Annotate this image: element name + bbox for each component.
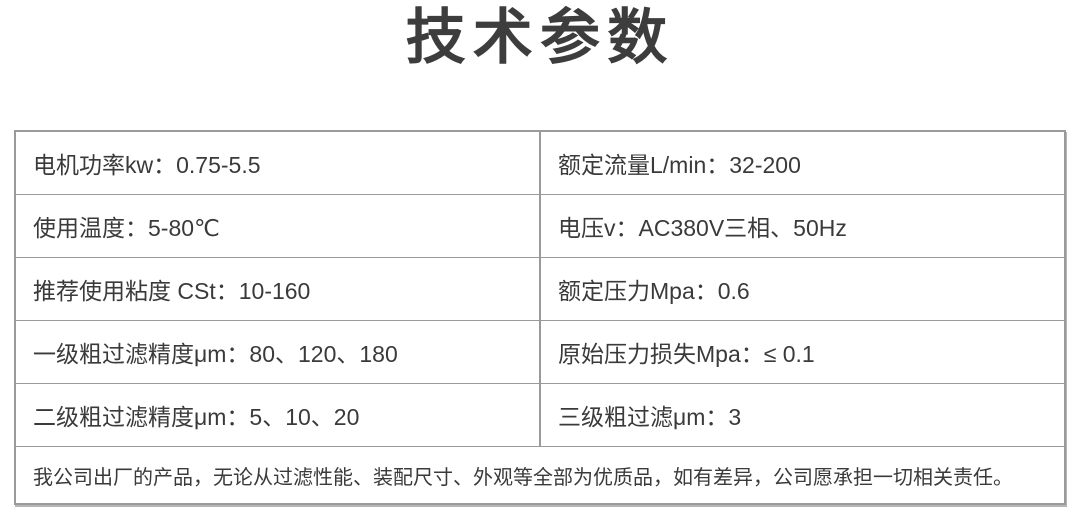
spec-cell-tertiary-filtration: 三级粗过滤μm：3 xyxy=(558,404,742,430)
spec-cell-motor-power: 电机功率kw：0.75-5.5 xyxy=(16,132,541,194)
spec-cell-primary-filtration: 一级粗过滤精度μm：80、120、180 xyxy=(16,321,541,383)
page-title: 技术参数 xyxy=(405,4,675,71)
table-row: 使用温度：5-80℃ 电压v：AC380V三相、50Hz xyxy=(16,195,1064,258)
spec-cell-secondary-filtration: 二级粗过滤精度μm：5、10、20 xyxy=(16,384,541,446)
spec-cell-operating-temperature: 使用温度：5-80℃ xyxy=(16,195,541,257)
spec-table: 电机功率kw：0.75-5.5 额定流量L/min：32-200 使用温度：5-… xyxy=(14,130,1066,505)
table-row: 电机功率kw：0.75-5.5 额定流量L/min：32-200 xyxy=(16,132,1064,195)
table-row: 推荐使用粘度 CSt：10-160 额定压力Mpa：0.6 xyxy=(16,258,1064,321)
spec-cell-voltage: 电压v：AC380V三相、50Hz xyxy=(558,215,847,241)
table-row: 一级粗过滤精度μm：80、120、180 原始压力损失Mpa：≤ 0.1 xyxy=(16,321,1064,384)
spec-cell-recommended-viscosity: 推荐使用粘度 CSt：10-160 xyxy=(16,258,541,320)
spec-cell-rated-pressure: 额定压力Mpa：0.6 xyxy=(558,278,750,304)
spec-cell-initial-pressure-loss: 原始压力损失Mpa：≤ 0.1 xyxy=(558,341,815,367)
spec-cell-rated-flow: 额定流量L/min：32-200 xyxy=(558,152,801,178)
quality-note: 我公司出厂的产品，无论从过滤性能、装配尺寸、外观等全部为优质品，如有差异，公司愿… xyxy=(33,466,1013,489)
table-row: 二级粗过滤精度μm：5、10、20 三级粗过滤μm：3 xyxy=(16,384,1064,447)
